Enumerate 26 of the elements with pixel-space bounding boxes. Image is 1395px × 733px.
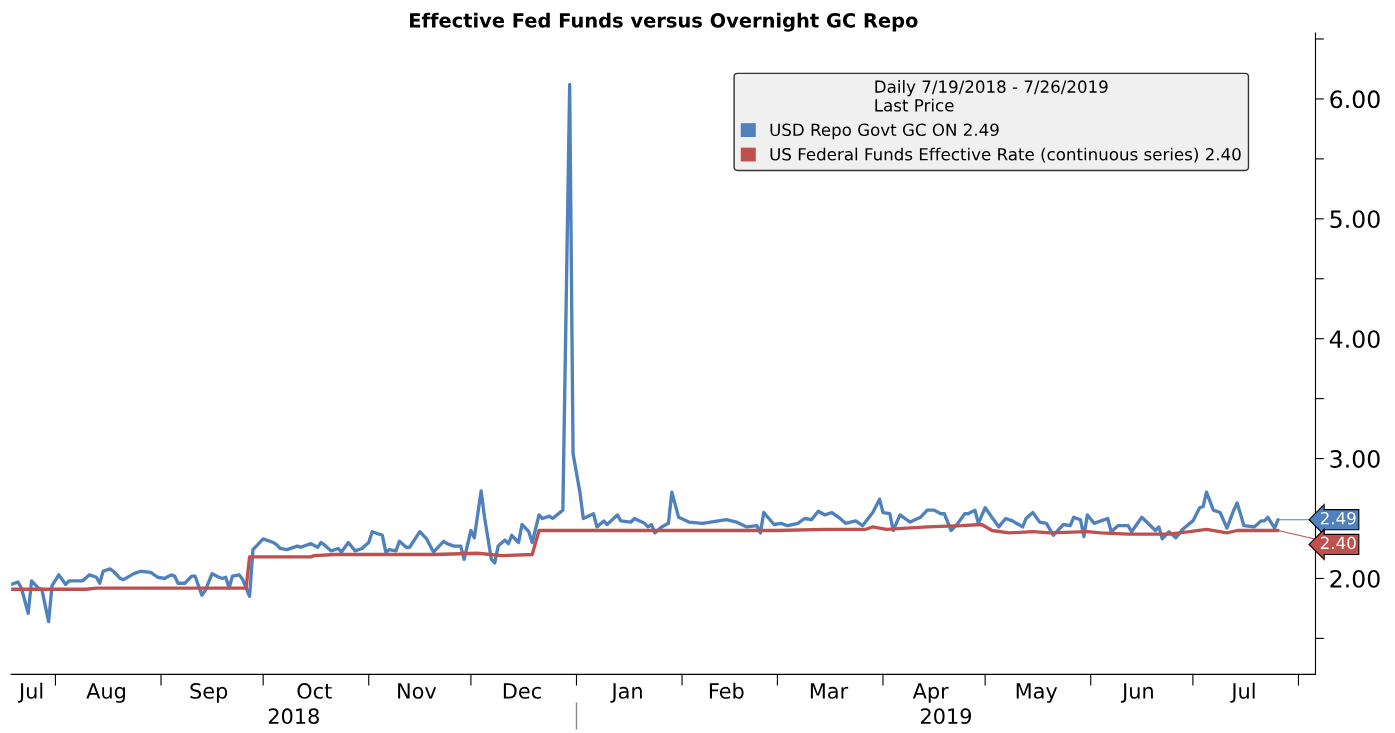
x-tick-label: Mar: [810, 683, 849, 699]
x-tick-label: Jun: [1121, 683, 1153, 703]
text: 2019: [921, 708, 972, 725]
chart-title: Effective Fed Funds versus Overnight GC Repo: [410, 12, 918, 32]
x-tick-label: Feb: [709, 682, 744, 699]
x-tick-label: May: [1016, 683, 1058, 703]
x-tick-label: Dec: [503, 683, 541, 699]
y-tick-label: 5.00: [1330, 210, 1380, 229]
legend-label: US Federal Funds Effective Rate (continuous series) 2.40: [770, 147, 1241, 163]
x-tick-label: Oct: [297, 683, 332, 699]
annotation: 2.49: [1320, 511, 1356, 525]
y-tick-label: 2.00: [1330, 569, 1380, 588]
y-tick-label: 3.00: [1330, 450, 1380, 468]
annotation: 2.40: [1320, 536, 1356, 550]
y-tick-label: 6.00: [1330, 90, 1380, 109]
x-tick-label: Jul: [17, 682, 43, 703]
x-tick-label: Sep: [190, 683, 228, 703]
x-tick-label: Jul: [1230, 682, 1255, 703]
legend-label: USD Repo Govt GC ON 2.49: [770, 123, 999, 140]
y-tick-label: 4.00: [1329, 330, 1380, 348]
legend-title: Daily 7/19/2018 - 7/26/2019 Last Price: [875, 80, 1108, 112]
x-tick-label: Nov: [398, 683, 437, 699]
text: 2018: [268, 708, 319, 725]
x-tick-label: Apr: [912, 683, 949, 703]
x-tick-label: Jan: [610, 683, 642, 703]
x-tick-label: Aug: [86, 683, 125, 703]
